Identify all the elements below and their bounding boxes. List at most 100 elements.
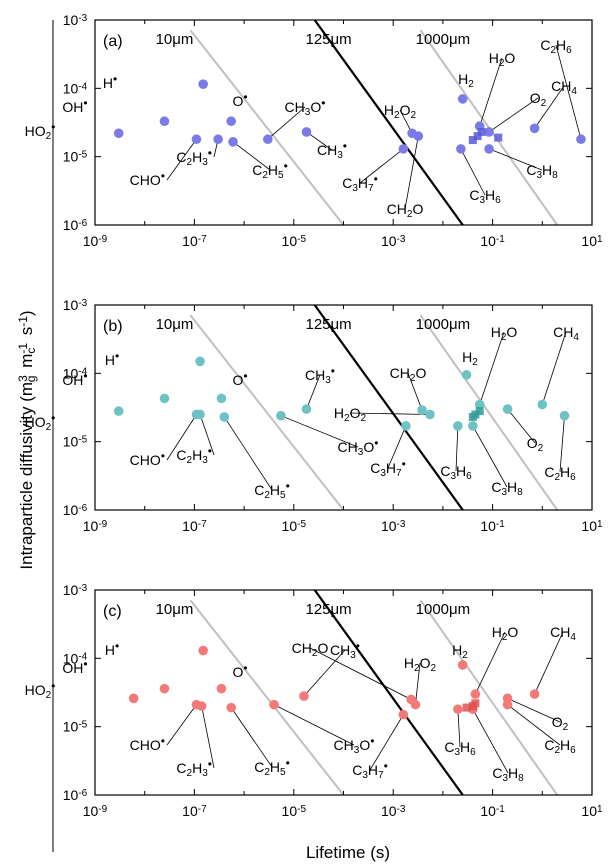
species-label: H2​ [462,349,478,368]
species-label: CH4​ [553,324,579,343]
x-tick-label: 10-3 [381,803,406,819]
x-tick-label: 10-9 [83,518,108,534]
panel-tag: (b) [103,318,123,335]
data-point [468,421,478,431]
y-tick-label: 10-4 [63,80,88,96]
leader-line [488,97,539,133]
leader-line [460,148,486,196]
leader-line [267,106,306,140]
data-point [276,410,286,421]
species-label: CHO• [130,734,165,753]
leader-line [166,414,197,461]
leader-line [309,647,412,700]
species-label: C2​H6​ [544,737,576,756]
x-tick-label: 10-3 [381,233,406,249]
y-tick-label: 10-4 [63,650,88,666]
species-label: C2​H3​• [176,146,212,168]
particle-size-label: 10μm [156,601,194,618]
leader-line [306,374,321,410]
particle-size-label: 1000μm [416,31,471,48]
leader-line [199,414,215,456]
data-point [484,144,494,154]
y-tick-label: 10-6 [63,217,88,233]
data-point [226,116,236,127]
reference-line [313,20,464,225]
data-point [453,704,463,715]
species-label: C2​H6​ [540,37,572,56]
leader-line [273,704,355,746]
species-label: HO2​• [25,679,56,701]
y-tick-label: 10-3 [63,582,88,598]
x-tick-label: 10-7 [182,518,207,534]
x-tick-label: 101 [581,803,603,819]
data-point [417,405,427,415]
y-tick-label: 10-5 [63,719,88,735]
data-point [410,699,421,710]
data-point [159,683,170,694]
species-label: C2​H5​• [252,159,288,181]
leader-line [475,631,506,695]
leader-line [457,709,461,748]
y-tick-label: 10-6 [63,787,88,803]
species-label: C3​H7​• [352,759,388,781]
panel-tag: (c) [103,603,122,620]
leader-line [507,697,561,723]
species-label: CH2​O [387,201,424,220]
leader-line [201,706,215,769]
data-point [226,702,236,713]
species-label: O• [232,90,247,109]
species-label: C3​H6​ [440,463,472,482]
species-label: C3​H8​ [491,479,523,498]
data-point [413,131,424,141]
species-label: CH2​O [292,640,329,659]
leader-line [303,649,346,697]
data-point [159,116,170,127]
square-point [468,136,477,145]
data-point [228,137,238,147]
data-point [128,693,139,704]
leader-line [387,425,407,469]
species-label: H2​ [452,642,468,661]
particle-size-label: 125μm [306,316,352,333]
leader-line [534,631,564,695]
data-point [301,127,312,137]
species-label: H2​O [489,50,516,69]
reference-line [419,314,559,510]
species-label: C2​H5​• [254,479,290,501]
particle-size-label: 10μm [156,316,194,333]
leader-line [166,138,197,181]
data-point [269,699,279,710]
data-point [195,356,205,367]
species-label: CH3​O• [285,96,326,118]
leader-line [479,57,503,127]
x-tick-label: 101 [581,518,603,534]
species-label: CH3​• [305,364,335,386]
leader-line [232,141,271,171]
leader-line [479,331,505,405]
data-point [198,645,208,656]
species-label: C3​H6​ [469,187,501,206]
reference-line [419,599,559,795]
square-point [473,132,482,141]
x-tick-label: 10-5 [282,803,307,819]
data-point [398,144,409,154]
leader-line [507,408,536,444]
y-tick-label: 10-3 [63,297,88,313]
species-label: O• [232,369,247,388]
data-point [198,79,208,89]
species-label: CH3​• [330,639,360,661]
particle-size-label: 1000μm [416,316,471,333]
data-point [425,409,435,420]
species-label: C3​H8​ [492,765,524,784]
species-label: O• [232,661,247,680]
x-axis-title: Lifetime (s) [306,843,390,862]
square-point [494,133,503,142]
species-label: CHO• [130,449,165,468]
species-label: C3​H7​• [342,172,378,194]
data-point [537,399,548,410]
species-label: CHO• [130,169,165,188]
species-label: C3​H7​• [370,457,406,479]
data-point [470,689,481,699]
y-tick-label: 10-5 [63,434,88,450]
species-label: H2​O [492,624,519,643]
